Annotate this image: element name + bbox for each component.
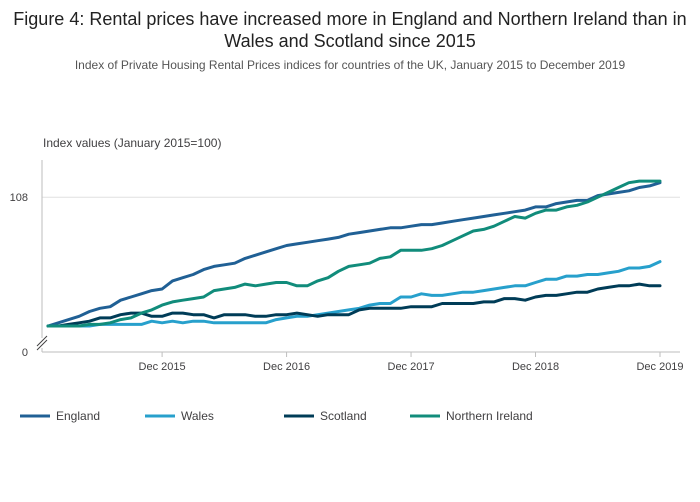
x-tick-labels: Dec 2015 Dec 2016 Dec 2017 Dec 2018 Dec 2019	[139, 352, 684, 373]
x-tick-label: Dec 2018	[512, 361, 559, 373]
legend: England Wales Scotland Northern Ireland	[20, 409, 533, 423]
chart-subtitle: Index of Private Housing Rental Prices i…	[74, 58, 626, 72]
series-line-england	[46, 181, 662, 328]
legend-label-wales: Wales	[181, 409, 214, 423]
axis-break-mark-1	[36, 335, 48, 347]
legend-label-england: England	[56, 409, 100, 423]
axis-break-mark-2	[36, 339, 48, 351]
x-tick-label: Dec 2017	[388, 361, 435, 373]
x-tick-label: Dec 2019	[636, 361, 683, 373]
legend-label-northern-ireland: Northern Ireland	[446, 409, 533, 423]
y-axis-title: Index values (January 2015=100)	[43, 136, 221, 150]
y-tick-label: 108	[10, 192, 28, 204]
chart-title: Figure 4: Rental prices have increased m…	[13, 9, 687, 51]
y-tick-labels: 0 108	[10, 192, 28, 359]
series-line-northern-ireland	[46, 179, 662, 328]
x-tick-label: Dec 2016	[263, 361, 310, 373]
series-lines	[46, 179, 662, 328]
series-line-wales	[46, 260, 662, 328]
x-tick-label: Dec 2015	[139, 361, 186, 373]
y-tick-label: 0	[22, 347, 28, 359]
axes	[36, 160, 680, 353]
legend-label-scotland: Scotland	[320, 409, 367, 423]
series-line-scotland	[46, 282, 662, 328]
